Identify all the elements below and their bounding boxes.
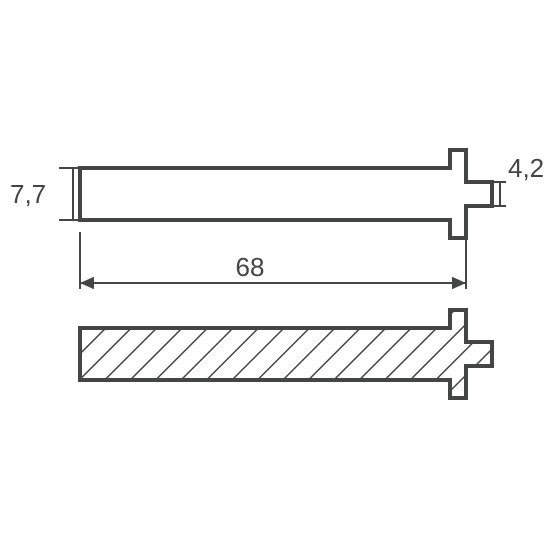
dim-length-label: 68 (236, 252, 265, 282)
dim-len-arrow-left (80, 277, 94, 290)
dim-tip-label: 4,2 (508, 153, 544, 183)
dim-height-label: 7,7 (10, 179, 46, 209)
side-view-outline (80, 150, 492, 238)
dim-len-arrow-right (452, 277, 466, 290)
section-hatch (76, 306, 496, 402)
